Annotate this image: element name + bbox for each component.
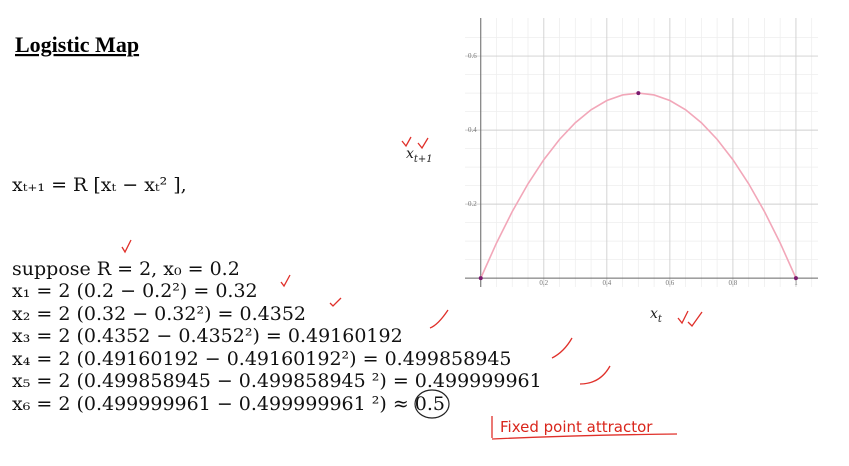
x-tick-label: 0.2 [539, 279, 548, 287]
equation: x₁ = 2 (0.2 − 0.2²) = 0.32 [12, 280, 258, 302]
equation: xₜ₊₁ = R [xₜ − xₜ² ], [12, 174, 187, 196]
equation: x₆ = 2 (0.499999961 − 0.499999961 ²) ≈ 0… [12, 393, 445, 415]
equation: x₃ = 2 (0.4352 − 0.4352²) = 0.49160192 [12, 325, 403, 347]
equation: x₂ = 2 (0.32 − 0.32²) = 0.4352 [12, 303, 306, 325]
point [478, 276, 483, 281]
circled-value [414, 389, 450, 419]
point [636, 91, 641, 96]
point [793, 276, 798, 281]
check-mark [677, 310, 703, 328]
x-tick-label: 1 [794, 279, 798, 287]
x-axis-label: xt [650, 306, 663, 325]
x-axis-label-base: x [650, 306, 658, 322]
y-axis-label: xt+1 [406, 146, 433, 165]
equation: x₅ = 2 (0.499858945 − 0.499858945 ²) = 0… [12, 370, 542, 392]
x-tick-label: 0.6 [665, 279, 674, 287]
equation: suppose R = 2, x₀ = 0.2 [12, 258, 240, 280]
equation: x₄ = 2 (0.49160192 − 0.49160192²) = 0.49… [12, 348, 512, 370]
equations: xₜ₊₁ = R [xₜ − xₜ² ], suppose R = 2, x₀ =… [12, 174, 542, 415]
x-tick-label: 0.4 [602, 279, 611, 287]
annotation-underline [491, 433, 678, 440]
check-mark [551, 337, 573, 359]
title: Logistic Map [15, 32, 139, 57]
y-tick-label: 0.2 [468, 200, 477, 208]
check-mark [121, 239, 132, 254]
x-tick-label: 0.8 [729, 279, 738, 287]
y-axis-label-sub: t+1 [414, 154, 433, 165]
check-mark [401, 136, 429, 150]
y-axis-label-base: x [406, 146, 414, 162]
check-mark [429, 309, 449, 329]
handwritten-marks [121, 136, 703, 440]
y-tick-label: 0.4 [468, 126, 477, 134]
x-axis-label-sub: t [658, 314, 663, 325]
check-mark [579, 365, 611, 385]
plot: 0.2 0.4 0.6 0.8 1 0.2 0.4 0.6 [465, 18, 818, 287]
check-mark [329, 297, 342, 307]
y-tick-label: 0.6 [468, 52, 477, 60]
check-mark [280, 274, 291, 288]
annotation: Fixed point attractor [500, 418, 653, 436]
